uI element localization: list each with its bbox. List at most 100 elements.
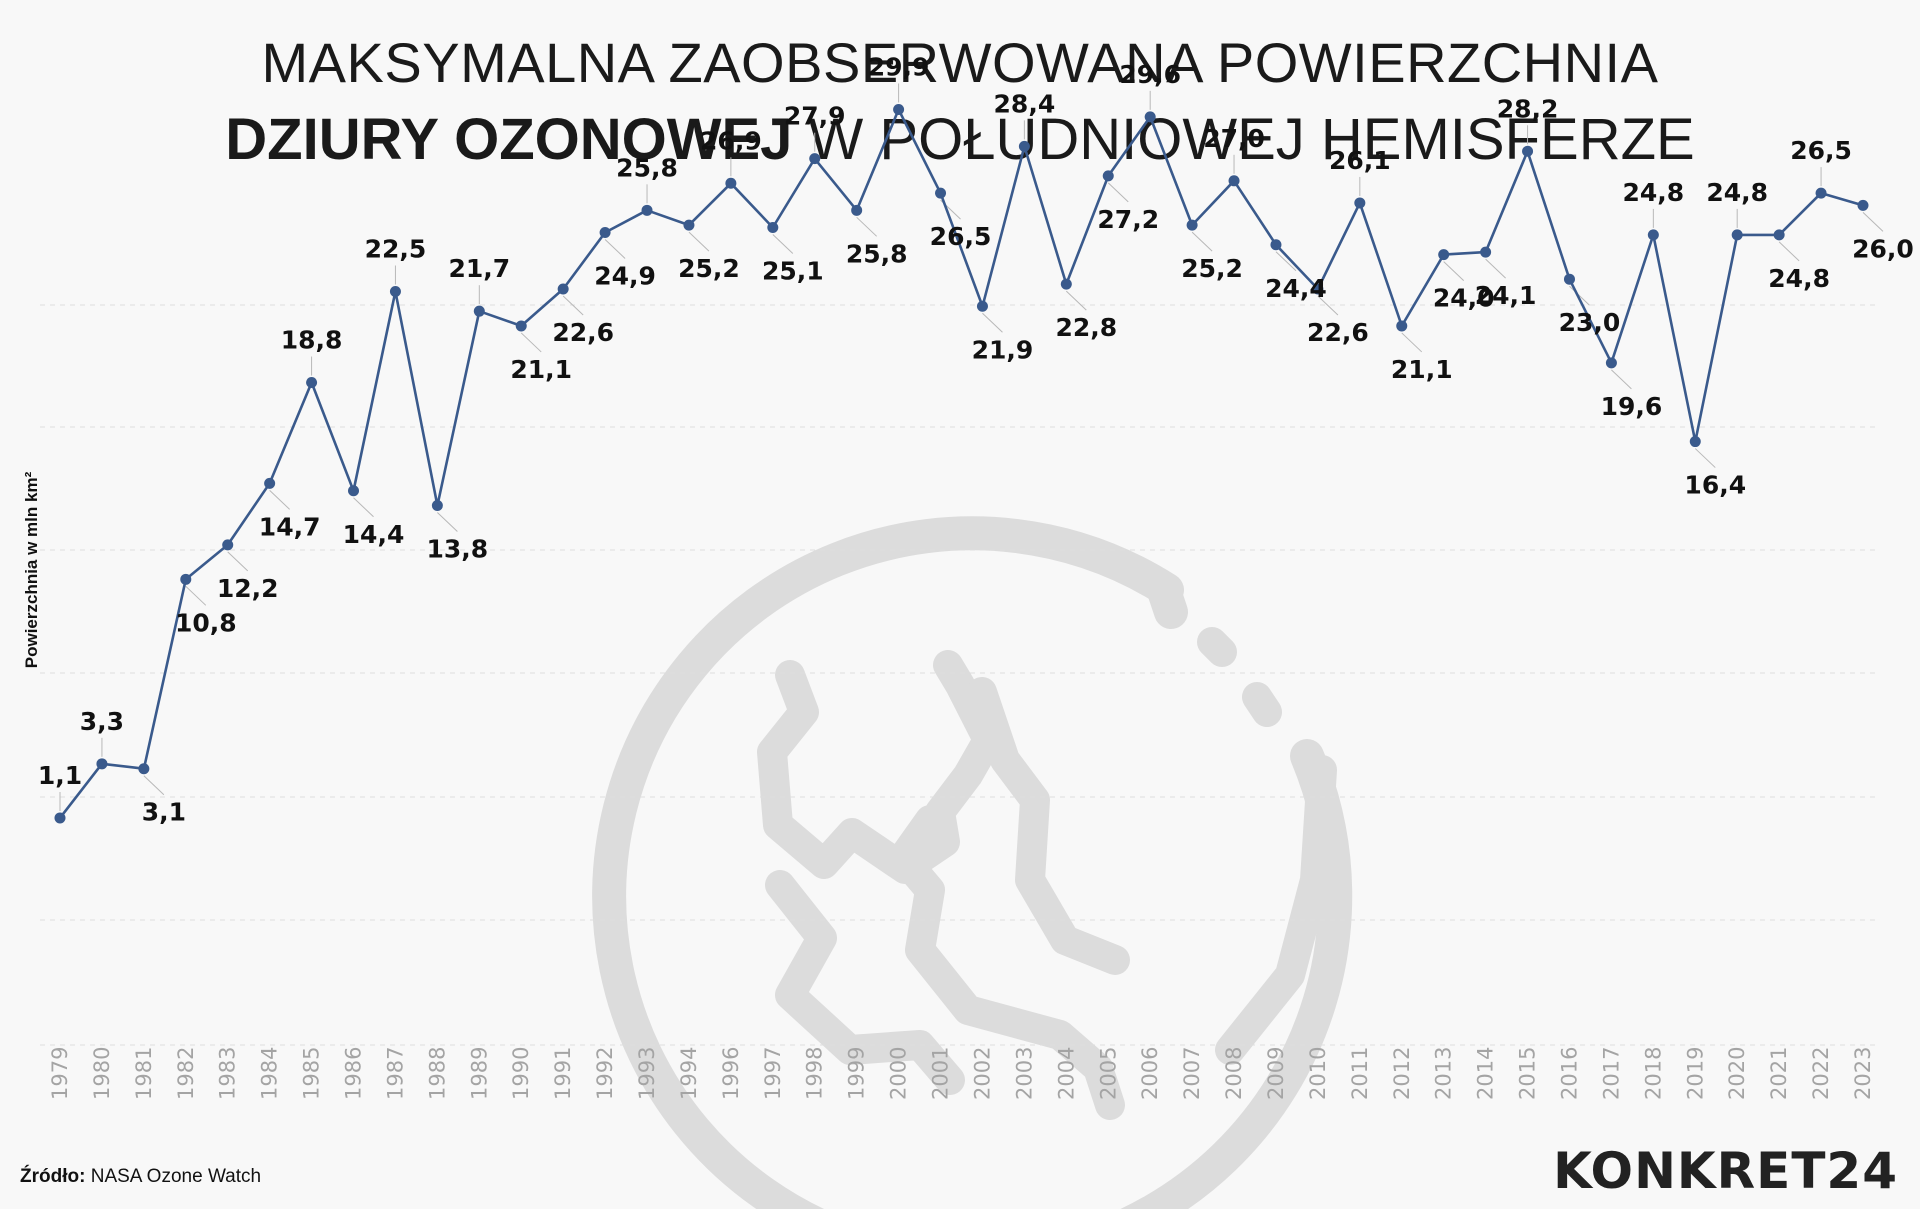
data-label: 25,2	[1181, 254, 1243, 283]
leader-line	[269, 490, 290, 510]
data-label: 27,0	[1203, 124, 1265, 153]
data-point	[1396, 320, 1408, 332]
leader-line	[1191, 231, 1213, 252]
data-label: 24,8	[1622, 178, 1684, 207]
leader-line	[982, 312, 1003, 333]
data-label: 25,8	[616, 153, 678, 182]
data-label: 26,0	[1852, 234, 1914, 263]
data-point	[683, 219, 695, 231]
leader-line	[437, 512, 458, 532]
data-point	[893, 103, 905, 115]
data-point	[1312, 283, 1324, 295]
leader-line	[1317, 295, 1339, 316]
data-point	[222, 539, 234, 551]
data-point	[1270, 239, 1282, 251]
data-point	[1144, 111, 1156, 123]
chart-title-rest: W POŁUDNIOWEJ HEMISFERZE	[792, 107, 1695, 172]
data-point	[725, 177, 737, 189]
data-label: 25,8	[846, 239, 908, 268]
data-point	[1018, 140, 1030, 152]
leader-line	[1862, 212, 1884, 232]
data-point	[54, 812, 66, 824]
leader-line	[604, 239, 626, 259]
x-tick-label: 2021	[1767, 1047, 1791, 1100]
data-point	[1605, 357, 1617, 369]
data-points	[54, 103, 1869, 824]
source-label: Źródło:	[20, 1166, 86, 1187]
label-leader-lines	[59, 83, 1884, 811]
leader-line	[520, 332, 542, 353]
data-label: 26,5	[930, 222, 992, 251]
data-point	[935, 187, 947, 199]
data-label: 24,8	[1706, 178, 1768, 207]
data-point	[1228, 175, 1240, 187]
x-tick-label: 1983	[216, 1047, 240, 1100]
data-label: 21,9	[972, 335, 1034, 364]
x-tick-label: 1979	[48, 1047, 72, 1100]
data-point	[138, 763, 150, 775]
x-tick-label: 1987	[383, 1047, 407, 1100]
leader-line	[1443, 261, 1465, 281]
x-tick-label: 2022	[1809, 1047, 1833, 1100]
data-point	[1102, 170, 1114, 182]
data-label: 21,7	[448, 254, 510, 283]
data-label: 13,8	[427, 535, 489, 564]
x-tick-label: 2012	[1390, 1047, 1414, 1100]
x-tick-label: 1998	[803, 1047, 827, 1100]
data-point	[389, 286, 401, 297]
data-point	[1438, 249, 1450, 261]
x-axis-ticks: 1979 1980 1981 1982 1983 1984 1985 1986 1987 1988…	[48, 1047, 1875, 1100]
leader-line	[688, 231, 710, 252]
x-tick-label: 2016	[1557, 1047, 1581, 1100]
x-tick-label: 2013	[1432, 1047, 1456, 1100]
data-label: 24,1	[1475, 281, 1537, 310]
data-point	[473, 305, 485, 317]
chart-title-line-2: DZIURY OZONOWEJ W POŁUDNIOWEJ HEMISFERZE	[0, 106, 1920, 173]
data-label: 14,4	[343, 520, 405, 549]
data-label: 26,1	[1329, 146, 1391, 175]
data-point	[1186, 219, 1198, 231]
x-tick-label: 2004	[1054, 1047, 1078, 1100]
x-tick-label: 1981	[132, 1047, 156, 1100]
leader-line	[185, 585, 207, 606]
x-tick-label: 2008	[1222, 1047, 1246, 1100]
data-point	[641, 204, 653, 216]
data-label: 24,4	[1265, 274, 1327, 303]
data-label: 24,0	[1433, 284, 1495, 313]
x-tick-label: 1988	[425, 1047, 449, 1100]
chart-title-line-1: MAKSYMALNA ZAOBSERWOWANA POWIERZCHNIA	[261, 31, 1659, 94]
data-label: 22,5	[365, 235, 427, 264]
data-label: 21,1	[510, 355, 572, 384]
x-tick-label: 1980	[90, 1047, 114, 1100]
data-point	[851, 204, 863, 216]
x-tick-label: 2007	[1180, 1047, 1204, 1100]
data-label: 22,6	[552, 318, 614, 347]
gridlines	[40, 304, 1880, 1046]
data-point	[1563, 273, 1575, 285]
data-label: 12,2	[217, 574, 279, 603]
data-label: 1,1	[38, 761, 82, 790]
x-tick-label: 2020	[1725, 1047, 1749, 1100]
data-point	[976, 300, 988, 312]
x-tick-label: 2002	[970, 1047, 994, 1100]
leader-line	[772, 234, 794, 254]
data-point	[1731, 229, 1743, 241]
x-tick-label: 1991	[551, 1047, 575, 1100]
data-point	[1773, 229, 1785, 241]
x-tick-label: 2006	[1138, 1047, 1162, 1100]
leader-line	[856, 216, 878, 237]
data-point	[1689, 436, 1701, 448]
data-point	[264, 477, 276, 489]
data-point	[1060, 278, 1072, 290]
leader-line	[1611, 369, 1632, 390]
x-tick-label: 2001	[929, 1047, 953, 1100]
data-label: 18,8	[281, 326, 343, 355]
x-tick-label: 1999	[845, 1047, 869, 1100]
data-point	[180, 573, 192, 585]
x-tick-label: 1990	[509, 1047, 533, 1100]
x-tick-label: 1986	[342, 1047, 366, 1100]
data-label: 29,9	[868, 52, 930, 81]
data-point	[1480, 246, 1492, 258]
x-tick-label: 1997	[761, 1047, 785, 1100]
